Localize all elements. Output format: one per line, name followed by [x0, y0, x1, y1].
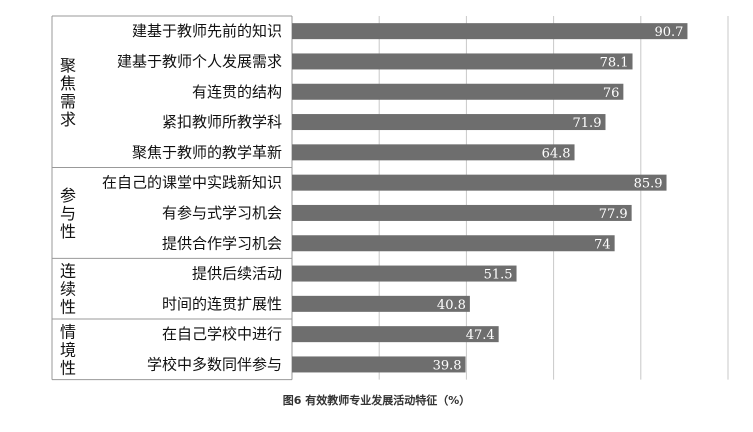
bar — [292, 144, 575, 161]
figure-caption: 图6 有效教师专业发展活动特征（%） — [282, 394, 471, 407]
bar — [292, 265, 517, 282]
data-label: 74 — [594, 237, 611, 252]
group-label: 聚焦需求 — [60, 56, 76, 129]
category-label: 建基于教师个人发展需求 — [117, 52, 282, 70]
data-label: 71.9 — [573, 116, 602, 131]
data-label: 90.7 — [654, 25, 683, 40]
bar-layer — [292, 23, 688, 373]
data-label: 78.1 — [600, 55, 629, 70]
bar — [292, 204, 632, 221]
data-label: 64.8 — [542, 146, 571, 161]
category-label: 紧扣教师所教学科 — [162, 113, 282, 131]
category-label: 建基于教师先前的知识 — [132, 22, 282, 40]
category-label: 在自己学校中进行 — [162, 325, 282, 343]
bar — [292, 295, 470, 312]
bar — [292, 326, 499, 343]
bar — [292, 53, 633, 70]
category-label: 时间的连贯扩展性 — [162, 295, 282, 313]
category-label: 提供后续活动 — [192, 265, 282, 283]
category-label: 提供合作学习机会 — [162, 234, 282, 252]
category-label: 在自己的课堂中实践新知识 — [102, 174, 282, 192]
data-label: 47.4 — [466, 328, 495, 343]
bar — [292, 114, 606, 131]
frame-layer — [51, 15, 293, 381]
bar — [292, 174, 667, 191]
group-label: 连续性 — [60, 262, 76, 317]
category-label: 聚焦于教师的教学革新 — [132, 143, 282, 161]
grid-layer — [378, 16, 729, 380]
data-label: 51.5 — [484, 268, 513, 283]
category-label: 有连贯的结构 — [192, 83, 282, 101]
bar — [292, 235, 615, 252]
label-layer: 90.7 建基于教师先前的知识 78.1 建基于教师个人发展需求 76 有连贯的结构 71.… — [60, 22, 683, 377]
data-label: 39.8 — [433, 358, 462, 373]
category-label: 学校中多数同伴参与 — [147, 355, 282, 373]
bar — [292, 23, 688, 40]
bar — [292, 83, 624, 100]
data-label: 76 — [603, 86, 620, 101]
data-label: 77.9 — [599, 207, 628, 222]
group-label: 参与性 — [60, 186, 76, 241]
group-label: 情境性 — [60, 322, 76, 377]
category-label: 有参与式学习机会 — [162, 204, 282, 222]
data-label: 40.8 — [437, 298, 466, 313]
bar — [292, 356, 466, 373]
data-label: 85.9 — [634, 177, 663, 192]
